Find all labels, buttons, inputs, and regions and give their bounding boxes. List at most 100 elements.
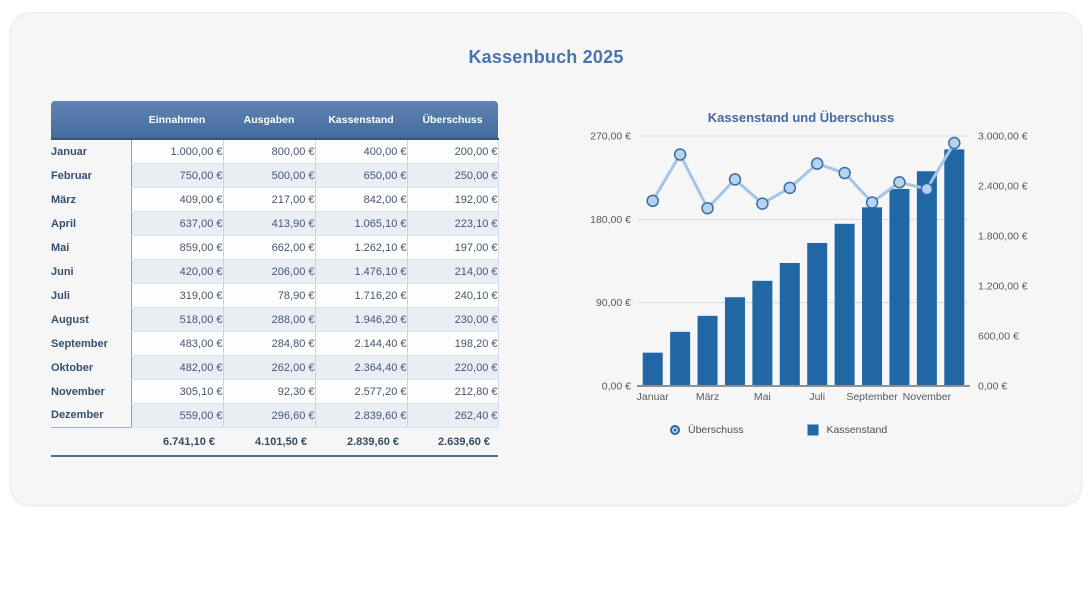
value-cell[interactable]: 262,00 €	[222, 355, 315, 380]
bar-kassenstand[interactable]	[670, 331, 691, 386]
value-cell[interactable]: 409,00 €	[130, 187, 223, 212]
value-cell[interactable]: 250,00 €	[406, 163, 499, 188]
value-cell[interactable]: 482,00 €	[130, 355, 223, 380]
line-marker[interactable]	[810, 157, 824, 170]
totals-einnahmen[interactable]: 6.741,10 €	[131, 427, 223, 457]
value-cell[interactable]: 220,00 €	[406, 355, 499, 380]
value-cell[interactable]: 400,00 €	[314, 139, 407, 164]
value-cell[interactable]: 2.144,40 €	[314, 331, 407, 356]
line-series-marker-icon	[669, 424, 681, 436]
header-ueberschuss[interactable]: Überschuss	[407, 101, 498, 140]
row-month-label[interactable]: Dezember	[51, 409, 104, 422]
row-month-label[interactable]: November	[51, 385, 105, 398]
bar-kassenstand[interactable]	[862, 207, 883, 386]
bar-kassenstand[interactable]	[779, 262, 800, 386]
line-marker[interactable]	[838, 166, 851, 180]
value-cell[interactable]: 500,00 €	[222, 163, 315, 188]
value-cell[interactable]: 750,00 €	[130, 163, 223, 188]
value-cell[interactable]: 217,00 €	[222, 187, 315, 212]
value-cell[interactable]: 319,00 €	[130, 283, 223, 308]
value-cell[interactable]: 483,00 €	[130, 331, 223, 356]
value-cell[interactable]: 206,00 €	[222, 259, 315, 284]
value-cell[interactable]: 296,60 €	[222, 403, 315, 428]
value-cell[interactable]: 288,00 €	[222, 307, 315, 332]
value-cell[interactable]: 230,00 €	[406, 307, 499, 332]
line-marker[interactable]	[920, 182, 934, 196]
line-marker[interactable]	[865, 196, 879, 209]
row-month-label[interactable]: März	[51, 193, 77, 206]
totals-ausgaben[interactable]: 4.101,50 €	[223, 427, 315, 457]
line-marker[interactable]	[948, 136, 961, 150]
bar-kassenstand[interactable]	[752, 280, 773, 386]
value-cell[interactable]: 192,00 €	[406, 187, 499, 212]
bar-kassenstand[interactable]	[807, 242, 828, 386]
value-cell[interactable]: 240,10 €	[406, 283, 499, 308]
row-month-label[interactable]: September	[51, 337, 108, 350]
value-cell[interactable]: 78,90 €	[222, 283, 315, 308]
bar-kassenstand[interactable]	[889, 188, 910, 386]
page-title[interactable]: Kassenbuch 2025	[468, 47, 624, 67]
value-cell[interactable]: 413,90 €	[222, 211, 315, 236]
value-cell[interactable]: 1.946,20 €	[314, 307, 407, 332]
chart-svg[interactable]: 270,00 € 180,00 € 90,00 € 0,00 € 3.000,00 € 2…	[571, 103, 1031, 453]
line-marker[interactable]	[783, 181, 797, 195]
header-einnahmen[interactable]: Einnahmen	[131, 101, 223, 140]
value-cell[interactable]: 662,00 €	[222, 235, 315, 260]
row-month-label[interactable]: Februar	[51, 169, 92, 182]
value-cell[interactable]: 1.065,10 €	[314, 211, 407, 236]
value-cell[interactable]: 650,00 €	[314, 163, 407, 188]
row-month-label[interactable]: August	[51, 313, 89, 326]
totals-label-cell[interactable]	[51, 427, 131, 457]
value-cell[interactable]: 1.000,00 €	[130, 139, 223, 164]
bar-kassenstand[interactable]	[724, 297, 745, 386]
line-marker[interactable]	[701, 201, 714, 215]
bar-kassenstand[interactable]	[642, 352, 663, 386]
header-ausgaben[interactable]: Ausgaben	[223, 101, 315, 140]
row-month-label[interactable]: Oktober	[51, 361, 94, 374]
bar-kassenstand[interactable]	[916, 171, 937, 386]
value-cell[interactable]: 1.262,10 €	[314, 235, 407, 260]
legend-item-kassenstand[interactable]: Kassenstand	[807, 424, 887, 436]
value-cell[interactable]: 92,30 €	[222, 379, 315, 404]
value-cell[interactable]: 212,80 €	[406, 379, 499, 404]
bar-kassenstand[interactable]	[697, 315, 718, 386]
value-cell[interactable]: 518,00 €	[130, 307, 223, 332]
bar-kassenstand[interactable]	[944, 149, 965, 386]
row-month-label[interactable]: April	[51, 217, 77, 230]
value-cell[interactable]: 198,20 €	[406, 331, 499, 356]
row-month-label[interactable]: Juni	[51, 265, 74, 278]
value-cell[interactable]: 262,40 €	[406, 403, 499, 428]
value-cell[interactable]: 559,00 €	[130, 403, 223, 428]
value-cell[interactable]: 859,00 €	[130, 235, 223, 260]
row-month-label[interactable]: Juli	[51, 289, 70, 302]
line-marker[interactable]	[756, 197, 769, 210]
totals-ueberschuss[interactable]: 2.639,60 €	[407, 427, 498, 457]
header-kassenstand[interactable]: Kassenstand	[315, 101, 407, 140]
value-cell[interactable]: 200,00 €	[406, 139, 499, 164]
chart-kassenstand-ueberschuss[interactable]: Kassenstand und Überschuss 270,00 € 180,0…	[571, 103, 1031, 453]
value-cell[interactable]: 2.839,60 €	[314, 403, 407, 428]
value-cell[interactable]: 842,00 €	[314, 187, 407, 212]
legend-item-ueberschuss[interactable]: Überschuss	[669, 424, 743, 436]
value-cell[interactable]: 1.716,20 €	[314, 283, 407, 308]
bar-kassenstand[interactable]	[834, 223, 855, 386]
line-marker[interactable]	[893, 176, 906, 189]
totals-kassenstand[interactable]: 2.839,60 €	[315, 427, 407, 457]
value-cell[interactable]: 420,00 €	[130, 259, 223, 284]
header-corner-cell[interactable]	[51, 101, 131, 140]
value-cell[interactable]: 284,80 €	[222, 331, 315, 356]
row-month-label[interactable]: Mai	[51, 241, 70, 254]
value-cell[interactable]: 2.364,40 €	[314, 355, 407, 380]
value-cell[interactable]: 800,00 €	[222, 139, 315, 164]
value-cell[interactable]: 305,10 €	[130, 379, 223, 404]
value-cell[interactable]: 637,00 €	[130, 211, 223, 236]
line-marker[interactable]	[646, 194, 659, 208]
value-cell[interactable]: 2.577,20 €	[314, 379, 407, 404]
value-cell[interactable]: 214,00 €	[406, 259, 499, 284]
value-cell[interactable]: 197,00 €	[406, 235, 499, 260]
value-cell[interactable]: 1.476,10 €	[314, 259, 407, 284]
row-month-label[interactable]: Januar	[51, 145, 88, 158]
value-cell[interactable]: 223,10 €	[406, 211, 499, 236]
line-marker[interactable]	[673, 148, 687, 161]
line-marker[interactable]	[728, 173, 742, 186]
